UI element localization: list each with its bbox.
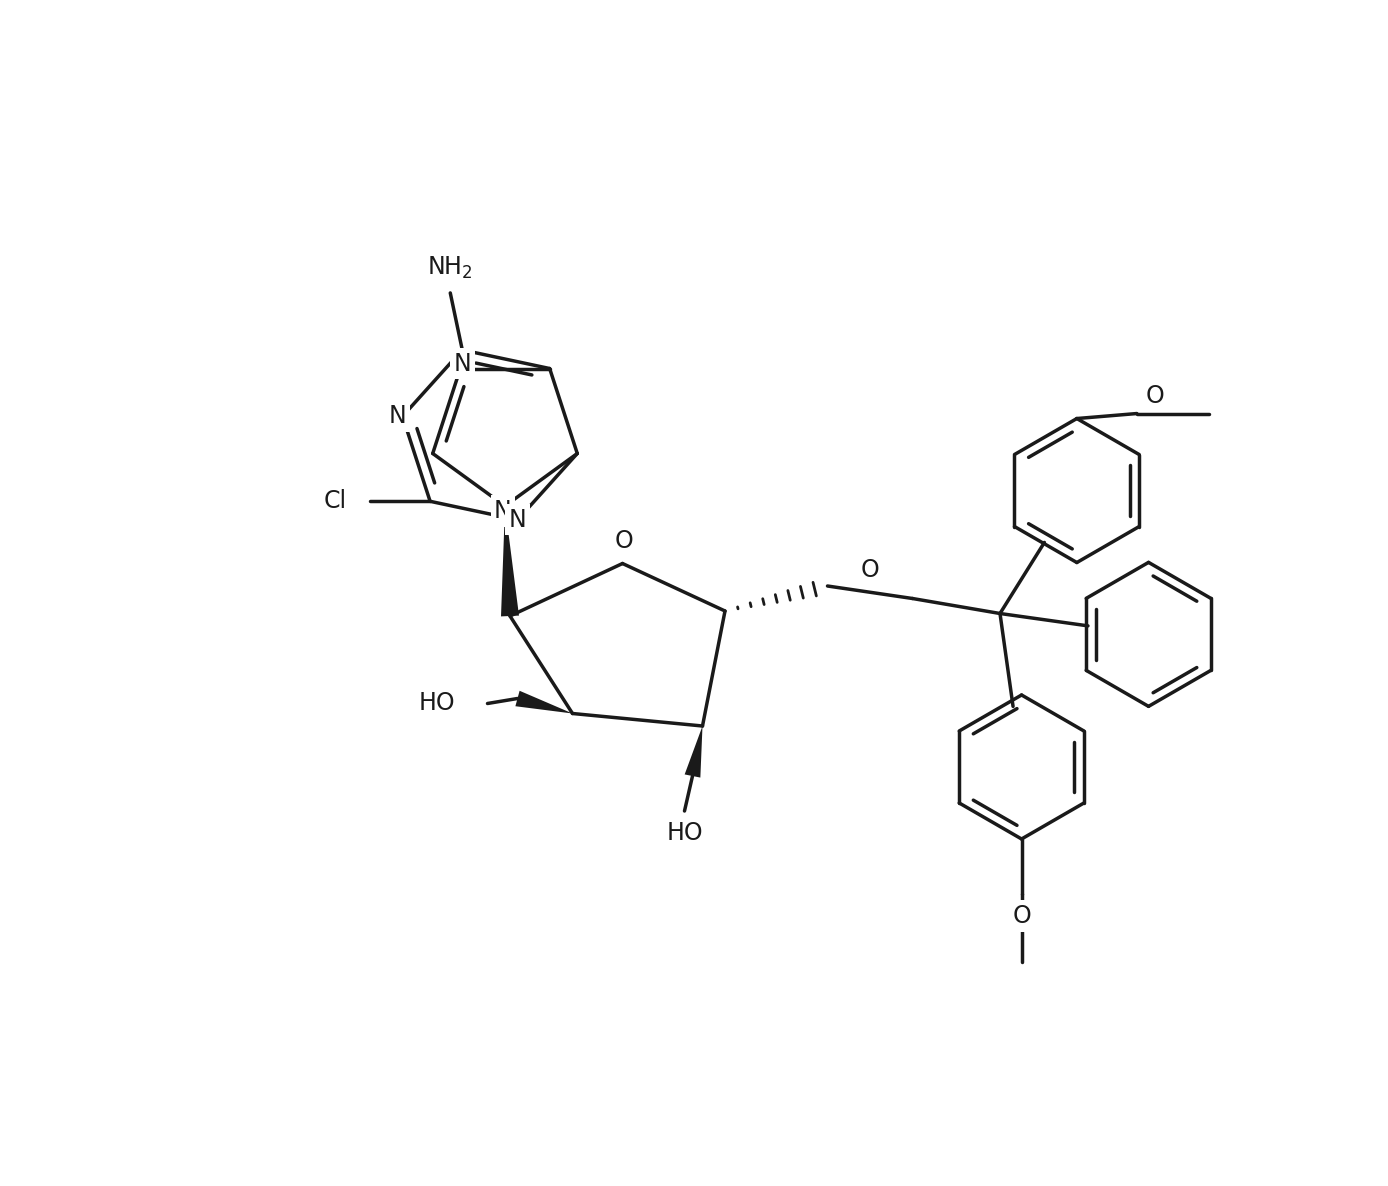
Text: N: N: [494, 499, 512, 523]
Text: O: O: [615, 529, 634, 554]
Text: N: N: [508, 508, 526, 531]
Text: O: O: [861, 559, 880, 582]
Text: Cl: Cl: [323, 490, 347, 514]
Text: O: O: [1012, 904, 1031, 927]
Text: N: N: [389, 404, 407, 428]
Polygon shape: [684, 726, 702, 778]
Text: HO: HO: [419, 691, 455, 715]
Text: NH$_2$: NH$_2$: [428, 255, 473, 281]
Polygon shape: [501, 506, 519, 617]
Text: N: N: [454, 351, 471, 376]
Text: O: O: [1145, 383, 1165, 408]
Polygon shape: [515, 690, 572, 714]
Text: HO: HO: [666, 821, 702, 844]
